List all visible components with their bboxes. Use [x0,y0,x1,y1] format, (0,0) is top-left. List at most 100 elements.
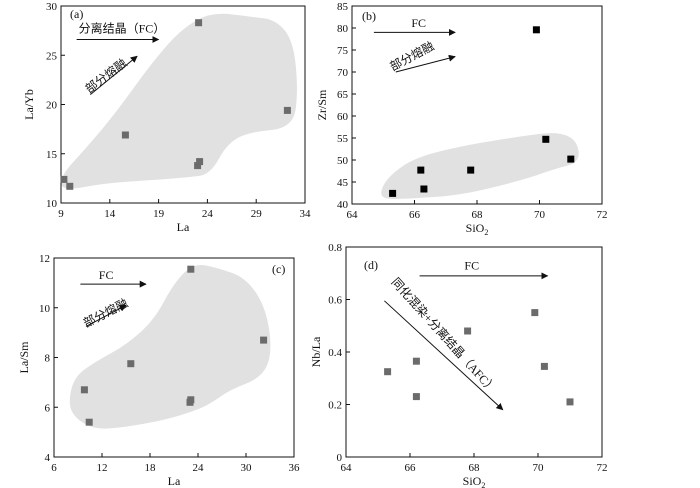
data-point [187,396,195,404]
plot-frame-d [345,246,603,458]
trend-arrow-label: FC [99,268,114,282]
data-point [384,368,392,376]
x-tick-label: 6 [51,462,57,474]
data-point [412,357,420,365]
data-point [80,386,88,394]
x-tick-label: 19 [153,208,165,220]
x-tick-label: 9 [58,208,64,220]
y-tick-label: 10 [39,303,51,315]
data-point [540,362,548,370]
x-tick-label: 68 [472,209,484,221]
x-axis-label-c: La [168,474,181,488]
field-region-c [69,264,271,429]
trend-arrow [384,300,504,411]
x-tick-label: 66 [405,462,417,474]
y-tick-label: 8 [45,353,51,365]
x-tick-label: 64 [347,209,359,221]
data-point [283,106,291,114]
y-axis-label-a: La/Yb [22,89,36,120]
data-point [60,175,68,183]
data-point [389,189,397,197]
x-tick-label: 29 [251,208,263,220]
trend-arrow [395,54,456,73]
data-point [127,360,135,368]
data-point [196,158,204,166]
field-region-b [381,133,579,199]
trend-arrow-label: FC [411,16,426,30]
x-tick-label: 14 [104,208,116,220]
y-tick-label: 25 [46,50,58,62]
x-axis-label-b: SiO2 [466,221,489,237]
trend-arrow-label: 分离结晶（FC） [79,21,166,36]
data-point [85,418,93,426]
data-point [121,131,129,139]
data-point [531,309,539,317]
x-tick-label: 24 [193,462,205,474]
data-point [464,327,472,335]
y-tick-label: 6 [45,402,51,414]
trend-arrow-label: 同化混染+分离结晶（AFC） [389,274,501,396]
x-tick-label: 66 [409,209,421,221]
x-tick-label: 64 [341,462,353,474]
data-point [194,162,202,170]
x-tick-label: 34 [300,208,312,220]
panel-b: 64 66 68 70 72 40 45 50 55 60 65 70 75 80 85 SiO2 Zr/Sm (… [315,1,608,237]
y-tick-label: 50 [337,155,349,167]
trend-arrow-label: 部分熔融 [81,295,131,330]
field-region-a [61,13,297,189]
y-tick-label: 80 [337,23,349,35]
y-tick-label: 30 [46,1,58,13]
panel-a: 9 14 19 24 29 34 10 15 20 25 30 La La/Yb (a)分离结晶（FC） 部… [22,1,311,234]
x-axis-label-a: La [177,220,190,234]
panel-label-c: (c) [272,262,285,276]
data-point [567,155,575,163]
panel-label-a: (a) [70,7,83,21]
trend-arrow [89,55,138,96]
y-tick-label: 65 [337,89,349,101]
y-tick-label: 4 [45,452,51,464]
y-axis-label-c: La/Sm [17,341,31,374]
x-tick-label: 24 [202,208,214,220]
y-tick-label: 40 [337,199,349,211]
x-tick-label: 70 [534,209,546,221]
x-axis-label-d: SiO2 [463,474,486,488]
y-tick-label: 0.4 [328,347,342,359]
x-tick-label: 12 [97,462,108,474]
trend-arrow-label: FC [464,258,479,272]
y-tick-label: 0.6 [328,295,342,307]
data-point [412,393,420,401]
y-tick-label: 20 [46,100,58,112]
y-tick-label: 75 [337,45,349,57]
panel-label-b: (b) [362,9,376,23]
y-tick-label: 0.2 [328,400,342,412]
x-tick-label: 72 [597,462,608,474]
y-tick-label: 15 [46,149,58,161]
x-tick-label: 36 [289,462,301,474]
data-point [542,135,550,143]
x-tick-label: 30 [241,462,253,474]
y-tick-label: 0.8 [328,242,342,254]
panel-d: 64 66 68 70 72 0 0.2 0.4 0.6 0.8 SiO2 Nb/La (d) FC 同化混… [309,242,608,488]
data-point [66,182,74,190]
y-tick-label: 55 [337,133,349,145]
x-tick-label: 72 [597,209,608,221]
y-tick-label: 70 [337,67,349,79]
trend-arrow [85,304,127,327]
x-tick-label: 18 [145,462,157,474]
data-point [566,398,574,406]
data-point [260,336,268,344]
y-tick-label: 0 [337,452,343,464]
y-tick-label: 45 [337,177,349,189]
data-point [467,166,475,174]
trend-arrow-label: 部分熔融 [387,38,436,74]
data-point [195,19,203,27]
data-point [532,26,540,34]
y-tick-label: 12 [39,253,50,265]
y-tick-label: 85 [337,1,349,13]
y-tick-label: 60 [337,111,349,123]
y-axis-label-d: Nb/La [309,336,323,367]
x-tick-label: 68 [469,462,481,474]
data-point [417,166,425,174]
